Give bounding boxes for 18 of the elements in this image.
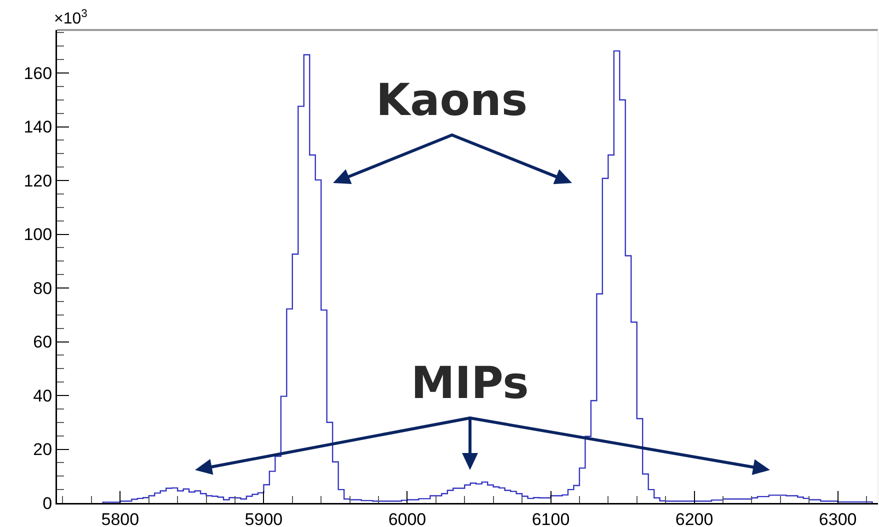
y-tick-label: 120 (24, 171, 52, 190)
y-tick-label: 60 (33, 332, 52, 352)
y-tick-label: 100 (24, 225, 52, 244)
x-tick-label: 5900 (244, 510, 283, 527)
y-tick-label: 20 (33, 440, 52, 460)
annotation: Kaons (376, 75, 528, 126)
annotation: MIPs (411, 358, 529, 409)
y-tick-label: 140 (24, 118, 52, 137)
text: ×10$^{3}$ (54, 8, 88, 28)
y-tick-label: 80 (33, 278, 52, 298)
y-tick-label: 160 (24, 64, 52, 83)
y-tick-label: 0 (42, 494, 52, 513)
x-tick-label: 6100 (532, 510, 570, 527)
x-tick-label: 6000 (388, 510, 426, 527)
x-tick-label: 5800 (101, 510, 140, 527)
x-tick-label: 6300 (818, 510, 857, 527)
x-tick-label: 6200 (675, 510, 714, 527)
y-tick-label: 40 (33, 386, 52, 406)
